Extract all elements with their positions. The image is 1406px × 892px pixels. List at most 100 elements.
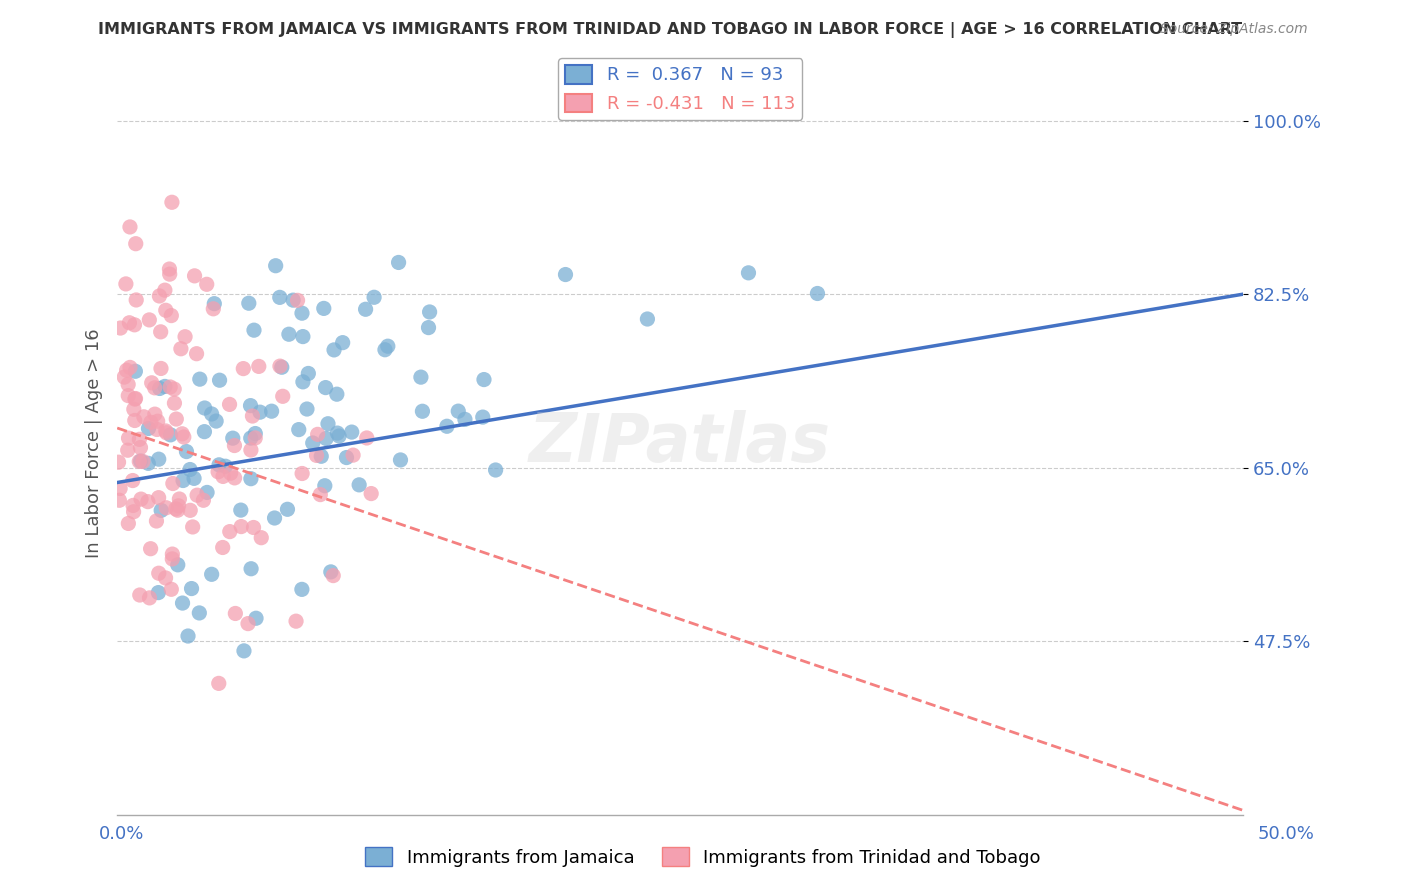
Point bbox=[169, 491, 191, 506]
Point bbox=[122, 402, 145, 417]
Point bbox=[149, 361, 172, 376]
Point bbox=[163, 396, 186, 410]
Point bbox=[186, 347, 208, 361]
Point bbox=[172, 474, 194, 488]
Point bbox=[447, 404, 470, 418]
Point bbox=[454, 412, 477, 426]
Point bbox=[238, 296, 260, 310]
Point bbox=[285, 614, 308, 628]
Point bbox=[153, 283, 176, 297]
Point bbox=[250, 531, 273, 545]
Point bbox=[224, 471, 246, 485]
Text: 0.0%: 0.0% bbox=[98, 825, 143, 843]
Point bbox=[309, 487, 332, 501]
Point bbox=[342, 448, 364, 462]
Point bbox=[472, 373, 495, 387]
Point bbox=[418, 320, 440, 334]
Point bbox=[162, 552, 184, 566]
Text: IMMIGRANTS FROM JAMAICA VS IMMIGRANTS FROM TRINIDAD AND TOBAGO IN LABOR FORCE | : IMMIGRANTS FROM JAMAICA VS IMMIGRANTS FR… bbox=[98, 22, 1243, 38]
Point bbox=[195, 277, 218, 292]
Point bbox=[160, 195, 183, 210]
Point bbox=[118, 316, 141, 330]
Point bbox=[201, 407, 224, 421]
Point bbox=[471, 410, 494, 425]
Point bbox=[118, 360, 141, 375]
Point bbox=[108, 482, 131, 496]
Point bbox=[354, 302, 377, 317]
Point bbox=[347, 478, 370, 492]
Point bbox=[242, 409, 264, 423]
Point bbox=[125, 293, 148, 307]
Point bbox=[172, 596, 194, 610]
Point bbox=[107, 455, 129, 469]
Point bbox=[143, 381, 166, 395]
Point bbox=[249, 405, 271, 419]
Point bbox=[177, 629, 200, 643]
Point bbox=[222, 431, 245, 445]
Point bbox=[153, 379, 176, 393]
Point bbox=[124, 318, 146, 332]
Point bbox=[326, 387, 349, 401]
Point bbox=[737, 266, 759, 280]
Point bbox=[276, 502, 298, 516]
Point bbox=[172, 426, 194, 441]
Point bbox=[218, 397, 240, 411]
Point bbox=[179, 462, 201, 476]
Point bbox=[115, 277, 138, 291]
Point bbox=[125, 236, 148, 251]
Point bbox=[167, 499, 190, 513]
Point bbox=[242, 520, 264, 534]
Point bbox=[117, 516, 139, 531]
Point bbox=[224, 607, 246, 621]
Point bbox=[124, 413, 146, 427]
Point bbox=[409, 370, 432, 384]
Point bbox=[332, 335, 354, 350]
Point bbox=[121, 474, 143, 488]
Point bbox=[291, 306, 314, 320]
Point bbox=[176, 444, 198, 458]
Point bbox=[377, 339, 399, 353]
Point bbox=[173, 430, 195, 444]
Point bbox=[374, 343, 396, 357]
Point bbox=[159, 380, 181, 394]
Point bbox=[806, 286, 828, 301]
Point bbox=[484, 463, 506, 477]
Point bbox=[155, 303, 177, 318]
Point bbox=[155, 424, 177, 438]
Legend: R =  0.367   N = 93, R = -0.431   N = 113: R = 0.367 N = 93, R = -0.431 N = 113 bbox=[558, 58, 803, 120]
Point bbox=[132, 454, 155, 468]
Point bbox=[387, 255, 409, 269]
Point bbox=[363, 290, 385, 304]
Point bbox=[115, 363, 138, 377]
Point bbox=[245, 426, 267, 441]
Point bbox=[110, 321, 132, 335]
Point bbox=[162, 476, 184, 491]
Point bbox=[148, 566, 170, 581]
Point bbox=[323, 343, 346, 357]
Point bbox=[166, 558, 188, 572]
Point bbox=[291, 467, 314, 481]
Point bbox=[340, 425, 363, 439]
Point bbox=[436, 419, 458, 434]
Point bbox=[201, 567, 224, 582]
Point bbox=[112, 370, 135, 384]
Point bbox=[160, 309, 183, 323]
Point bbox=[315, 381, 337, 395]
Point bbox=[117, 377, 139, 392]
Point bbox=[138, 421, 160, 435]
Point bbox=[219, 466, 242, 480]
Point bbox=[269, 359, 291, 373]
Point bbox=[183, 471, 205, 485]
Point bbox=[193, 493, 215, 508]
Point bbox=[181, 520, 204, 534]
Point bbox=[155, 425, 177, 440]
Point bbox=[150, 503, 173, 517]
Point bbox=[295, 402, 318, 417]
Point bbox=[307, 427, 329, 442]
Point bbox=[148, 289, 170, 303]
Point bbox=[335, 450, 357, 465]
Text: 50.0%: 50.0% bbox=[1258, 825, 1315, 843]
Point bbox=[136, 456, 159, 470]
Point bbox=[389, 453, 412, 467]
Point bbox=[136, 494, 159, 508]
